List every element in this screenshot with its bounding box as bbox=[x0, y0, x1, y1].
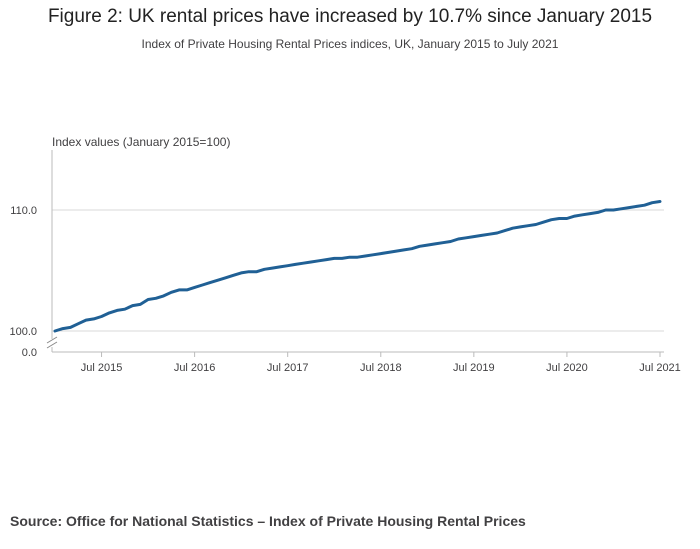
axes: 100.0 110.0 0.0 Jul 2015 Jul 2016 Jul 2017 Jul… bbox=[9, 150, 681, 374]
y-tick-label: 110.0 bbox=[10, 205, 37, 217]
x-tick-label: Jul 2021 bbox=[639, 362, 681, 374]
x-tick-label: Jul 2018 bbox=[360, 362, 402, 374]
axis-break-icon bbox=[46, 336, 58, 349]
x-tick-label: Jul 2019 bbox=[453, 362, 495, 374]
chart-title: Figure 2: UK rental prices have increase… bbox=[47, 6, 653, 27]
y-break-label: 0.0 bbox=[22, 347, 37, 359]
x-tick-label: Jul 2017 bbox=[267, 362, 309, 374]
series-layer bbox=[53, 200, 662, 333]
gridlines bbox=[52, 209, 664, 332]
y-tick-label: 100.0 bbox=[9, 326, 37, 338]
y-axis-label: Index values (January 2015=100) bbox=[52, 135, 230, 149]
series-line bbox=[53, 200, 662, 333]
source-note: Source: Office for National Statistics –… bbox=[10, 513, 526, 529]
x-tick-label: Jul 2016 bbox=[174, 362, 216, 374]
chart-subtitle: Index of Private Housing Rental Prices i… bbox=[141, 37, 559, 51]
x-tick-label: Jul 2015 bbox=[81, 362, 123, 374]
x-tick-label: Jul 2020 bbox=[546, 362, 588, 374]
